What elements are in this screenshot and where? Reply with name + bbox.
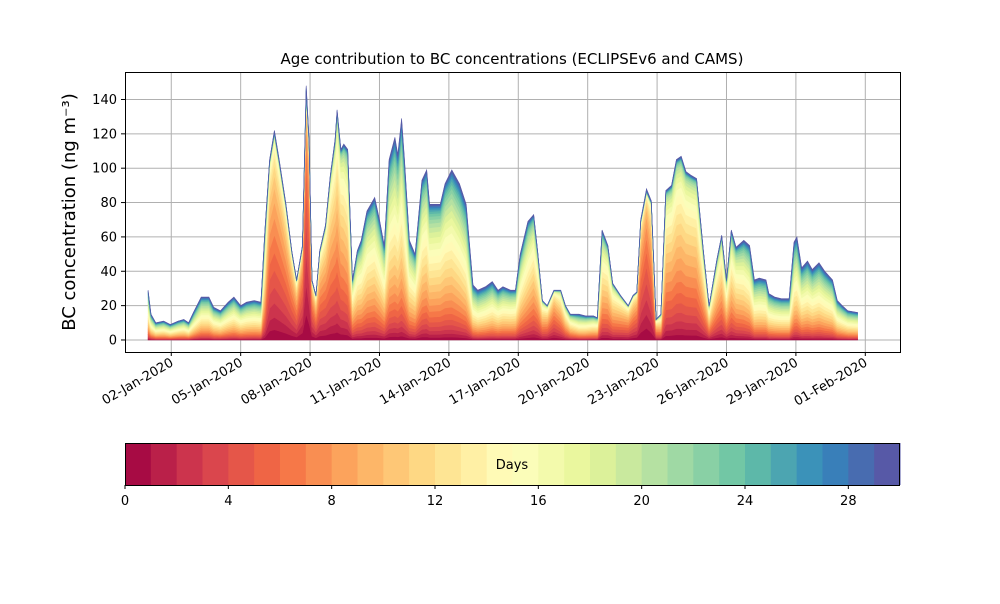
colorbar-label: Days [496,458,529,473]
colorbar-bin [486,443,513,485]
colorbar-bin [770,443,798,485]
colorbar-tick-label: 24 [737,494,754,509]
y-tick-label: 140 [92,93,117,108]
x-axis: 02-Jan-202005-Jan-202008-Jan-202011-Jan-… [100,352,871,409]
x-tick-label: 11-Jan-2020 [308,355,385,408]
colorbar-tick-label: 12 [427,494,444,509]
colorbar-bin [590,443,617,485]
colorbar-bin [615,443,643,485]
x-tick-label: 20-Jan-2020 [516,355,593,408]
plot-frame [125,72,901,353]
colorbar-bin [641,443,668,485]
x-tick-label: 17-Jan-2020 [447,355,524,408]
colorbar-tick-label: 20 [633,494,650,509]
colorbar-bin [538,443,565,485]
y-tick-label: 20 [100,299,117,314]
colorbar-tick-label: 4 [224,494,232,509]
colorbar-bin [719,443,746,485]
age-layer-29-days [147,85,858,326]
x-tick-label: 05-Jan-2020 [169,355,246,408]
colorbar-bin [745,443,772,485]
x-tick-label: 14-Jan-2020 [377,355,454,408]
colorbar-bin [280,443,307,485]
x-tick-label: 02-Jan-2020 [100,355,177,408]
colorbar-bin [667,443,694,485]
colorbar-bin [822,443,849,485]
x-tick-label: 29-Jan-2020 [724,355,801,408]
colorbar-bin [874,443,901,485]
colorbar-tick-label: 0 [121,494,129,509]
x-tick-label: 01-Feb-2020 [792,355,871,409]
colorbar-frame [125,443,900,486]
colorbar-bin [512,443,539,485]
y-tick-label: 100 [92,162,117,177]
colorbar-bin [409,443,436,485]
colorbar-bin [564,443,591,485]
colorbar-bin [176,443,203,485]
x-tick-label: 23-Jan-2020 [585,355,662,408]
y-tick-label: 120 [92,127,117,142]
colorbar-bin [125,443,152,485]
y-tick-label: 0 [109,333,117,348]
colorbar-bin [305,443,333,485]
y-axis-label: BC concentration (ng m⁻³) [59,93,80,331]
colorbar-bin [150,443,178,485]
colorbar-bin [460,443,488,485]
stacked-areas [147,85,858,341]
colorbar: 0 4 8 12 16 20 24 28 [121,443,901,509]
colorbar-bin [796,443,823,485]
y-tick-label: 80 [100,196,117,211]
x-tick-label: 08-Jan-2020 [238,355,315,408]
colorbar-tick-label: 8 [328,494,336,509]
colorbar-bin [357,443,384,485]
colorbar-bin [848,443,875,485]
y-axis: 0 20 40 60 80 100 120 140 [92,93,125,348]
y-tick-label: 60 [100,230,117,245]
colorbar-tick-label: 16 [530,494,547,509]
colorbar-bin [202,443,229,485]
colorbar-bin [435,443,462,485]
colorbar-bin [383,443,410,485]
chart-title: Age contribution to BC concentrations (E… [281,50,744,68]
y-tick-label: 40 [100,265,117,280]
colorbar-bin [331,443,358,485]
colorbar-bin [254,443,281,485]
colorbar-tick-label: 28 [840,494,857,509]
x-tick-label: 26-Jan-2020 [655,355,732,408]
colorbar-bin [228,443,255,485]
colorbar-bin [693,443,720,485]
